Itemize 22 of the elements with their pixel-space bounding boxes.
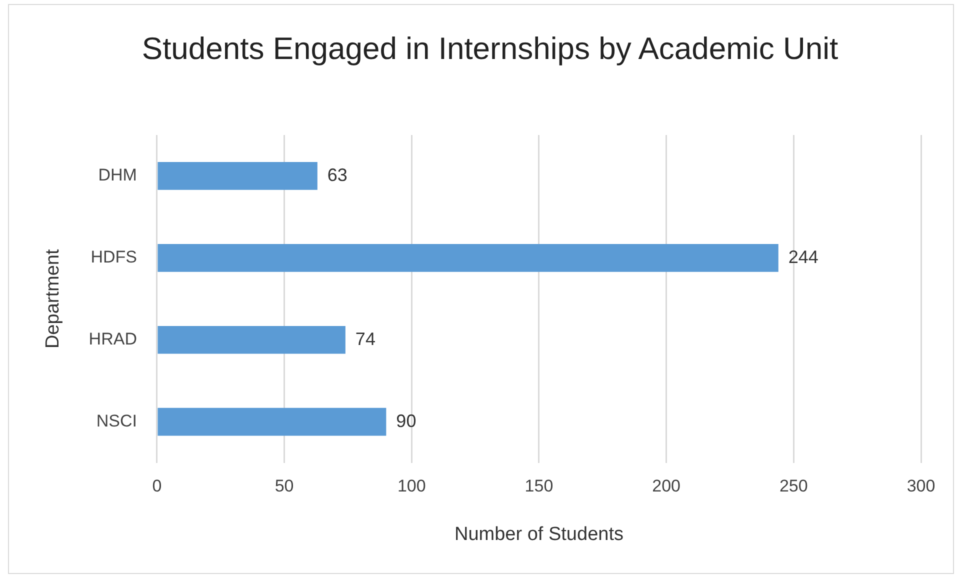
x-tick-label: 200 (652, 476, 681, 496)
data-label: 244 (788, 246, 818, 267)
x-tick-label: 300 (906, 476, 936, 496)
y-tick-label: HDFS (90, 248, 137, 267)
y-axis-title: Department (42, 248, 64, 349)
bar (158, 162, 318, 190)
y-tick-label: DHM (98, 166, 137, 185)
y-tick-label: NSCI (96, 412, 137, 431)
bar (158, 408, 386, 436)
chart-title: Students Engaged in Internships by Academic Unit (140, 30, 840, 68)
data-label: 90 (396, 410, 416, 431)
x-tick-label: 250 (779, 476, 808, 496)
data-label: 63 (327, 164, 348, 185)
x-tick-label: 150 (524, 476, 554, 496)
x-axis-title: Number of Students (454, 524, 624, 545)
x-tick-label: 0 (152, 476, 162, 496)
y-tick-label: HRAD (88, 330, 137, 349)
bar (158, 244, 778, 272)
x-tick-label: 100 (397, 476, 426, 496)
bar (158, 326, 346, 354)
data-label: 74 (355, 328, 376, 349)
x-tick-label: 50 (274, 476, 294, 496)
